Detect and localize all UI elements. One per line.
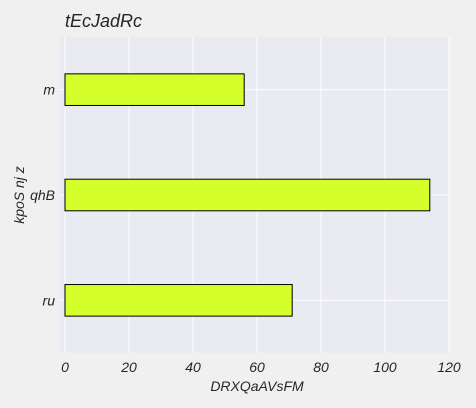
chart-title: tEcJadRc bbox=[65, 11, 142, 31]
x-tick-label-60: 60 bbox=[249, 359, 265, 375]
y-axis-label: kpoS nj z bbox=[11, 166, 27, 224]
x-tick-label-0: 0 bbox=[61, 359, 69, 375]
x-tick-label-20: 20 bbox=[120, 359, 137, 375]
x-tick-labels: 0 20 40 60 80 100 120 bbox=[61, 359, 461, 375]
y-tick-labels: ru qhB m bbox=[30, 82, 55, 309]
y-tick-label-ru: ru bbox=[43, 292, 56, 308]
bar-ru bbox=[64, 284, 293, 317]
x-tick-label-40: 40 bbox=[185, 359, 201, 375]
x-axis-label: DRXQaAVsFM bbox=[210, 378, 304, 394]
bar-m bbox=[64, 73, 245, 106]
y-tick-label-qhB: qhB bbox=[30, 187, 55, 203]
x-tick-label-120: 120 bbox=[437, 359, 461, 375]
bars bbox=[64, 73, 431, 317]
x-tick-label-80: 80 bbox=[313, 359, 329, 375]
bar-qhB bbox=[64, 178, 431, 212]
x-tick-label-100: 100 bbox=[373, 359, 397, 375]
y-tick-label-m: m bbox=[43, 82, 55, 98]
